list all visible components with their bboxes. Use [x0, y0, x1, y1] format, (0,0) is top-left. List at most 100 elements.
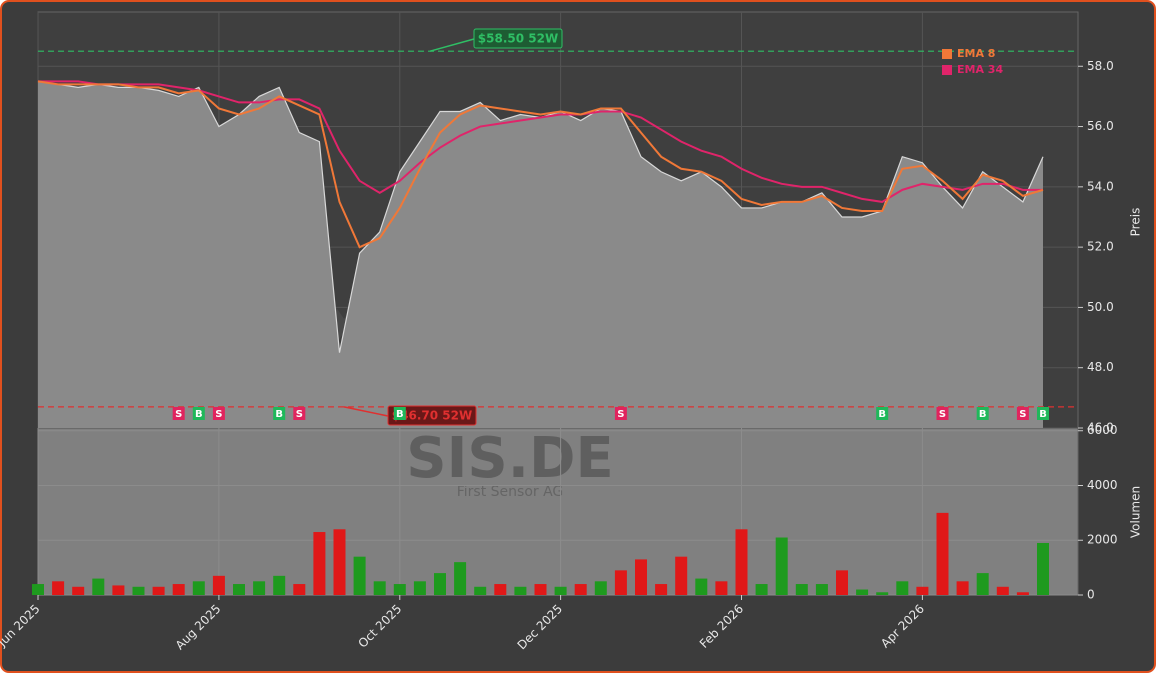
volume-bar	[936, 512, 949, 595]
volume-bar	[675, 556, 688, 595]
legend-label: EMA 34	[957, 63, 1003, 76]
volume-bar	[273, 575, 286, 595]
signal-label: S	[215, 409, 222, 420]
volume-bar	[92, 578, 105, 595]
legend-label: EMA 8	[957, 47, 995, 60]
volume-bar	[32, 584, 44, 595]
volume-bar	[333, 529, 346, 595]
volume-bar	[836, 570, 848, 595]
annotation-label: $58.50 52W	[478, 32, 558, 46]
y-tick-label: 54.0	[1087, 179, 1114, 193]
signal-label: S	[617, 409, 624, 420]
volume-bar	[112, 585, 125, 595]
volume-bar	[253, 581, 266, 595]
annotation-label: $46.70 52W	[392, 409, 472, 423]
volume-bar	[715, 581, 728, 595]
volume-bar	[815, 584, 828, 595]
y-tick-label: 6000	[1087, 423, 1118, 437]
volume-bar	[72, 586, 85, 595]
volume-bar	[735, 529, 748, 595]
y-tick-label: 48.0	[1087, 360, 1114, 374]
volume-bar	[635, 559, 647, 595]
annotation-arrow	[429, 38, 475, 52]
signal-label: B	[396, 409, 404, 420]
signal-label: B	[979, 409, 987, 420]
volume-bar	[474, 586, 487, 595]
y-tick-label: 56.0	[1087, 119, 1114, 133]
volume-bar	[52, 581, 65, 595]
volume-bar	[393, 584, 406, 595]
signal-marker	[614, 407, 627, 420]
y-tick-label: 2000	[1087, 533, 1118, 547]
y-tick-label: 0	[1087, 588, 1095, 602]
volume-bar	[856, 589, 869, 595]
y-tick-label: 4000	[1087, 478, 1118, 492]
volume-bar	[233, 584, 245, 595]
volume-bar	[212, 575, 225, 595]
volume-bar	[554, 586, 567, 595]
annotation-arrow	[343, 406, 389, 417]
volume-bar	[454, 562, 467, 595]
signal-marker	[1037, 407, 1049, 420]
signal-marker	[293, 407, 306, 420]
ema-line	[37, 80, 1044, 249]
watermark: SIS.DE	[406, 426, 614, 491]
volume-bar	[534, 584, 547, 595]
price-area	[38, 81, 1043, 428]
signal-marker	[976, 407, 989, 420]
volume-bar	[1016, 592, 1029, 595]
legend-swatch	[942, 49, 952, 59]
signal-marker	[212, 407, 225, 420]
signal-marker	[172, 407, 185, 420]
y-tick-label: 46.0	[1087, 421, 1114, 435]
volume-bar	[494, 584, 507, 595]
volume-bar	[353, 556, 366, 595]
volume-bar	[373, 581, 386, 595]
y-tick-label: 52.0	[1087, 240, 1114, 254]
volume-bar	[434, 573, 446, 595]
volume-bar	[1037, 542, 1049, 595]
annotation-box	[473, 28, 563, 49]
volume-bar	[695, 578, 708, 595]
volume-bar	[574, 584, 587, 595]
y-tick-label: 50.0	[1087, 300, 1114, 314]
y-axis-label: Volumen	[1129, 486, 1143, 538]
volume-bar	[594, 581, 607, 595]
signal-label: B	[878, 409, 886, 420]
volume-bar	[956, 581, 969, 595]
ema-line	[38, 80, 1043, 203]
signal-marker	[273, 407, 286, 420]
volume-bar	[795, 584, 808, 595]
volume-bar	[172, 584, 185, 595]
volume-bar	[976, 573, 989, 595]
volume-bar	[614, 570, 627, 595]
signal-marker	[876, 407, 889, 420]
volume-bar	[655, 584, 668, 595]
signal-marker	[1016, 407, 1029, 420]
volume-bar	[313, 532, 326, 595]
volume-bar	[775, 537, 788, 595]
legend-swatch	[942, 65, 952, 75]
volume-bar	[755, 584, 768, 595]
y-axis-label: Preis	[1129, 208, 1143, 237]
signal-marker	[936, 407, 949, 420]
signal-label: B	[195, 409, 203, 420]
y-tick-label: 58.0	[1087, 59, 1114, 73]
signal-label: S	[939, 409, 946, 420]
volume-bar	[132, 586, 145, 595]
annotation-box	[387, 405, 477, 426]
signal-label: B	[275, 409, 283, 420]
volume-bar	[996, 586, 1009, 595]
volume-bar	[896, 581, 909, 595]
volume-bar	[916, 586, 929, 595]
signal-label: S	[175, 409, 182, 420]
volume-bar	[413, 581, 426, 595]
signal-label: S	[296, 409, 303, 420]
volume-bar	[152, 586, 165, 595]
signal-label: S	[1019, 409, 1026, 420]
volume-bar	[293, 584, 306, 595]
signal-label: B	[1039, 409, 1047, 420]
watermark-sub: First Sensor AG	[457, 484, 564, 500]
signal-marker	[192, 407, 205, 420]
